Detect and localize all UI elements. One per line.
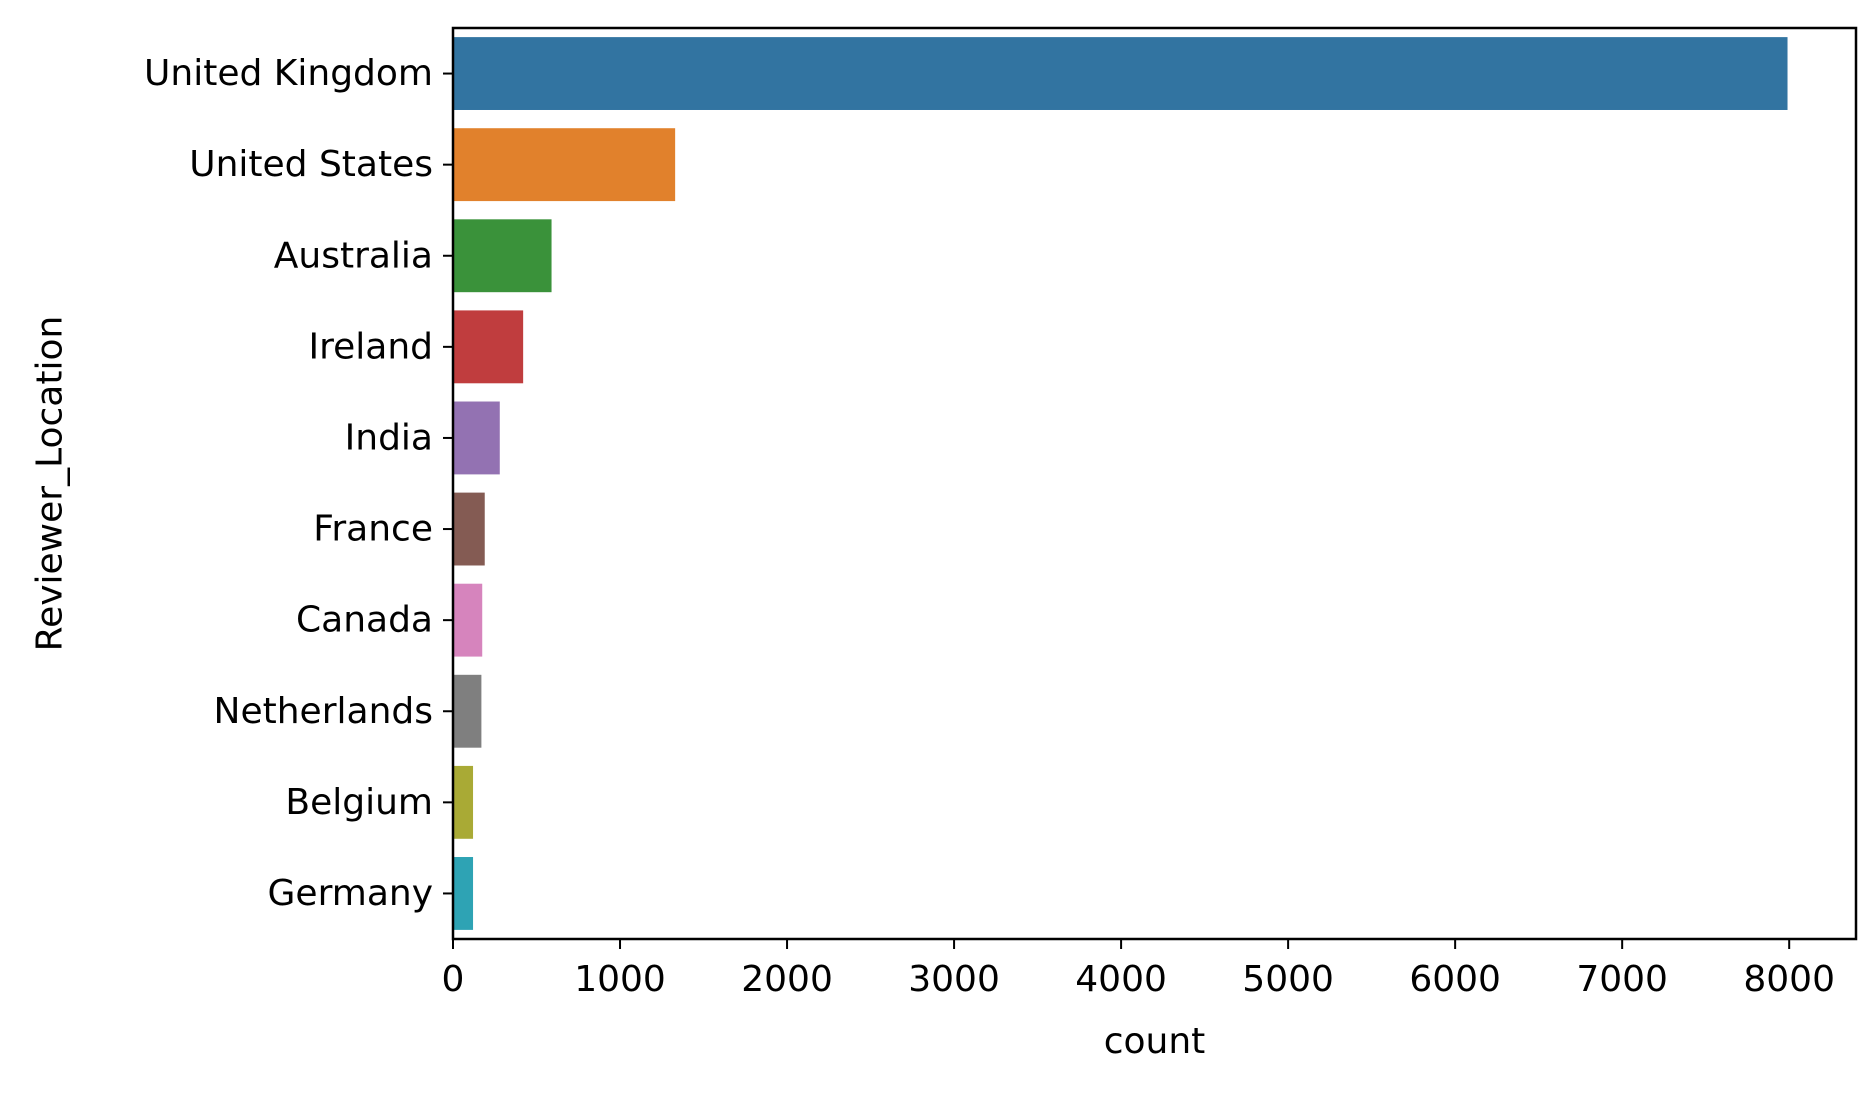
y-tick-label: France — [313, 509, 433, 550]
plot-frame — [451, 26, 1858, 941]
bar-india — [453, 401, 500, 475]
x-tick-label: 8000 — [1743, 959, 1835, 1000]
bar-ireland — [453, 310, 524, 384]
y-tick-label: Australia — [274, 235, 433, 276]
bars-group — [453, 37, 1788, 930]
x-tick-label: 2000 — [741, 959, 833, 1000]
x-axis-label: count — [1104, 1021, 1206, 1062]
y-tick-label: Belgium — [285, 782, 433, 823]
x-tick-label: 3000 — [908, 959, 1000, 1000]
bar-netherlands — [453, 674, 482, 748]
y-tick-label: Netherlands — [214, 691, 433, 732]
x-tick-label: 0 — [442, 959, 465, 1000]
x-tick-label: 6000 — [1409, 959, 1501, 1000]
x-tick-label: 5000 — [1242, 959, 1334, 1000]
y-tick-label: Canada — [296, 600, 433, 641]
bar-united-kingdom — [453, 37, 1788, 110]
bar-australia — [453, 219, 552, 293]
y-tick-label: Ireland — [308, 326, 433, 367]
bar-france — [453, 492, 485, 566]
x-axis: 0 1000 2000 3000 4000 5000 6000 7000 8000 — [442, 939, 1835, 1000]
bar-belgium — [453, 765, 474, 839]
bar-canada — [453, 583, 483, 657]
bar-united-states — [453, 128, 676, 202]
y-tick-label: India — [345, 417, 433, 458]
y-tick-label: United Kingdom — [144, 53, 433, 94]
y-axis-label: Reviewer_Location — [30, 316, 71, 652]
bar-germany — [453, 857, 474, 930]
x-tick-label: 7000 — [1576, 959, 1668, 1000]
y-tick-label: United States — [189, 144, 433, 185]
y-axis: United Kingdom United States Australia Irel… — [144, 53, 453, 914]
x-tick-label: 4000 — [1075, 959, 1167, 1000]
y-tick-label: Germany — [268, 873, 433, 914]
x-tick-label: 1000 — [574, 959, 666, 1000]
